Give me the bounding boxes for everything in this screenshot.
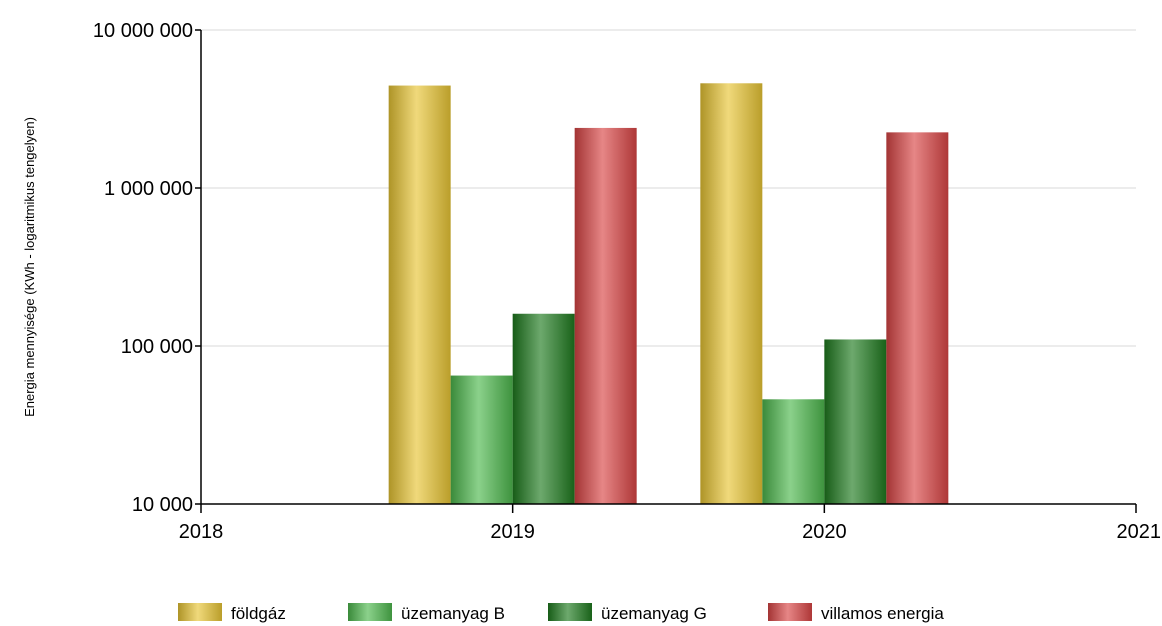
y-tick-label: 100 000 — [121, 336, 193, 358]
legend-swatch — [348, 603, 392, 621]
y-axis-title: Energia mennyisége (KWh - logaritmikus t… — [22, 117, 37, 417]
bar-2020-1 — [762, 399, 825, 504]
legend-label: üzemanyag B — [401, 604, 505, 623]
axes — [200, 30, 1136, 505]
y-tick-label: 1 000 000 — [104, 178, 193, 200]
y-tick-label: 10 000 — [132, 494, 193, 516]
bar-2020-2 — [824, 339, 887, 504]
grid — [201, 29, 1136, 347]
legend-label: földgáz — [231, 604, 286, 623]
bar-2020-3 — [886, 132, 949, 504]
legend-label: üzemanyag G — [601, 604, 707, 623]
x-tick-label: 2018 — [179, 521, 224, 543]
bar-2019-2 — [512, 313, 575, 504]
bar-2019-3 — [574, 127, 637, 504]
legend: földgáz üzemanyag B üzemanyag G villamos en… — [178, 603, 944, 623]
bar-2020-0 — [700, 83, 763, 504]
x-tick-label: 2019 — [490, 521, 535, 543]
bars — [388, 83, 949, 505]
x-tick-label: 2020 — [802, 521, 847, 543]
ticks: 10 000 100 000 1 000 000 10 000 000 2018 2019… — [93, 20, 1161, 543]
legend-swatch — [768, 603, 812, 621]
y-tick-label: 10 000 000 — [93, 20, 193, 42]
x-tick-label: 2021 — [1117, 521, 1162, 543]
legend-swatch — [178, 603, 222, 621]
legend-swatch — [548, 603, 592, 621]
legend-label: villamos energia — [821, 604, 944, 623]
bar-2019-1 — [450, 375, 513, 504]
bar-2019-0 — [388, 85, 451, 505]
